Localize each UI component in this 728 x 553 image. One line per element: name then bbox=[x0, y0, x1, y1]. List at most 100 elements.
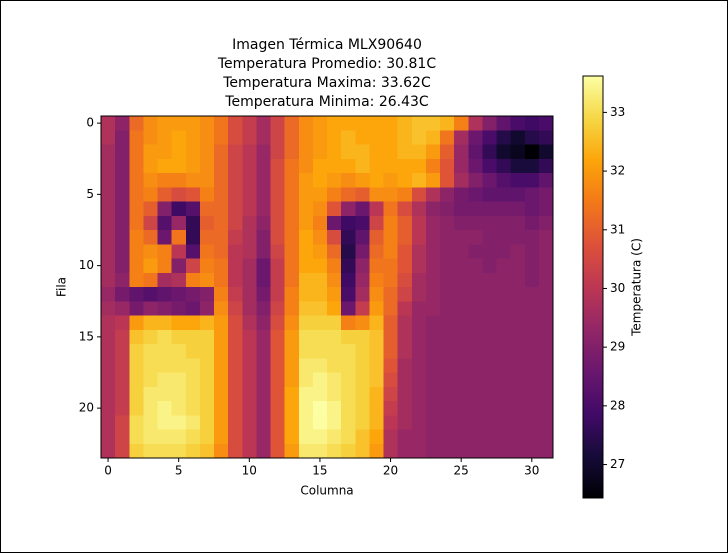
heatmap-cell bbox=[524, 443, 540, 459]
heatmap-cell bbox=[425, 443, 441, 459]
heatmap-cell bbox=[510, 272, 526, 288]
heatmap-cell bbox=[185, 158, 201, 174]
heatmap-cell bbox=[199, 372, 215, 388]
heatmap-cell bbox=[383, 272, 399, 288]
x-axis-label: Columna bbox=[300, 484, 353, 498]
heatmap-cell bbox=[411, 358, 427, 373]
heatmap-cell bbox=[383, 201, 399, 217]
heatmap-cell bbox=[482, 201, 497, 217]
heatmap-cell bbox=[355, 358, 370, 373]
heatmap-cell bbox=[312, 443, 328, 459]
heatmap-cell bbox=[298, 372, 314, 388]
heatmap-cell bbox=[143, 272, 158, 288]
heatmap-cell bbox=[312, 287, 328, 302]
heatmap-cell bbox=[496, 144, 512, 160]
heatmap-cell bbox=[383, 443, 399, 459]
heatmap-cell bbox=[312, 401, 328, 416]
heatmap-cell bbox=[482, 187, 497, 202]
heatmap-cell bbox=[369, 130, 384, 145]
heatmap-cell bbox=[115, 386, 130, 402]
heatmap-cell bbox=[129, 415, 144, 430]
heatmap-cell bbox=[397, 244, 413, 259]
heatmap-cell bbox=[199, 386, 215, 402]
heatmap-cell bbox=[341, 315, 356, 331]
heatmap-cell bbox=[256, 230, 271, 245]
heatmap-cell bbox=[143, 158, 158, 174]
heatmap-cell bbox=[185, 215, 201, 231]
heatmap-cell bbox=[538, 144, 554, 160]
heatmap-cell bbox=[496, 215, 512, 231]
heatmap-cell bbox=[440, 173, 455, 188]
heatmap-cell bbox=[129, 230, 144, 245]
heatmap-cell bbox=[101, 187, 116, 202]
y-tick-label: 20 bbox=[79, 401, 94, 415]
chart-title: Imagen Térmica MLX90640 bbox=[232, 37, 422, 53]
heatmap-cell bbox=[524, 372, 540, 388]
heatmap-cell bbox=[228, 443, 243, 459]
chart-subtitle: Temperatura Maxima: 33.62C bbox=[222, 75, 431, 91]
heatmap-cell bbox=[298, 244, 314, 259]
heatmap-cell bbox=[327, 187, 342, 202]
heatmap-cell bbox=[496, 443, 512, 459]
heatmap-cell bbox=[383, 358, 399, 373]
heatmap-cell bbox=[524, 272, 540, 288]
heatmap-cell bbox=[228, 429, 243, 445]
heatmap-cell bbox=[510, 258, 526, 274]
heatmap-cell bbox=[538, 372, 554, 388]
heatmap-cell bbox=[440, 401, 455, 416]
heatmap-cell bbox=[482, 372, 497, 388]
heatmap-cell bbox=[185, 358, 201, 373]
heatmap-cell bbox=[143, 116, 158, 131]
heatmap-cell bbox=[143, 287, 158, 302]
heatmap-cell bbox=[524, 116, 540, 131]
heatmap-cell bbox=[129, 244, 144, 259]
heatmap-cell bbox=[454, 401, 469, 416]
heatmap-cell bbox=[171, 329, 187, 345]
heatmap-cell bbox=[397, 258, 413, 274]
heatmap-cell bbox=[242, 287, 257, 302]
heatmap-cell bbox=[101, 116, 116, 131]
heatmap-cell bbox=[397, 287, 413, 302]
heatmap-cell bbox=[242, 372, 257, 388]
heatmap-cell bbox=[341, 187, 356, 202]
heatmap-cell bbox=[256, 201, 271, 217]
heatmap-cell bbox=[397, 116, 413, 131]
heatmap-cell bbox=[524, 258, 540, 274]
heatmap-cell bbox=[284, 301, 300, 316]
heatmap-cell bbox=[341, 272, 356, 288]
heatmap-cell bbox=[214, 372, 229, 388]
heatmap-cell bbox=[256, 244, 271, 259]
heatmap-cell bbox=[214, 215, 229, 231]
heatmap-cell bbox=[468, 130, 483, 145]
heatmap-cell bbox=[171, 144, 187, 160]
heatmap-cell bbox=[383, 158, 399, 174]
heatmap-cell bbox=[284, 272, 300, 288]
colorbar-tick-label: 33 bbox=[610, 105, 625, 119]
x-tick-label: 10 bbox=[242, 464, 257, 478]
heatmap-cell bbox=[369, 415, 384, 430]
heatmap-cell bbox=[143, 201, 158, 217]
heatmap-cell bbox=[341, 244, 356, 259]
heatmap-cell bbox=[341, 173, 356, 188]
heatmap-cell bbox=[256, 358, 271, 373]
heatmap-cell bbox=[440, 215, 455, 231]
heatmap-cell bbox=[284, 244, 300, 259]
heatmap-cell bbox=[171, 287, 187, 302]
heatmap-cell bbox=[199, 287, 215, 302]
heatmap-cell bbox=[214, 443, 229, 459]
heatmap-cell bbox=[129, 315, 144, 331]
heatmap-cell bbox=[199, 415, 215, 430]
heatmap-cell bbox=[327, 130, 342, 145]
heatmap-cell bbox=[411, 144, 427, 160]
heatmap-cell bbox=[468, 244, 483, 259]
heatmap-cell bbox=[454, 429, 469, 445]
heatmap-cell bbox=[538, 173, 554, 188]
heatmap-cell bbox=[298, 415, 314, 430]
heatmap-cell bbox=[214, 287, 229, 302]
heatmap-cell bbox=[383, 230, 399, 245]
heatmap-cell bbox=[284, 344, 300, 359]
heatmap-cell bbox=[482, 415, 497, 430]
heatmap-cell bbox=[468, 230, 483, 245]
heatmap-cell bbox=[355, 429, 370, 445]
heatmap-cell bbox=[369, 287, 384, 302]
